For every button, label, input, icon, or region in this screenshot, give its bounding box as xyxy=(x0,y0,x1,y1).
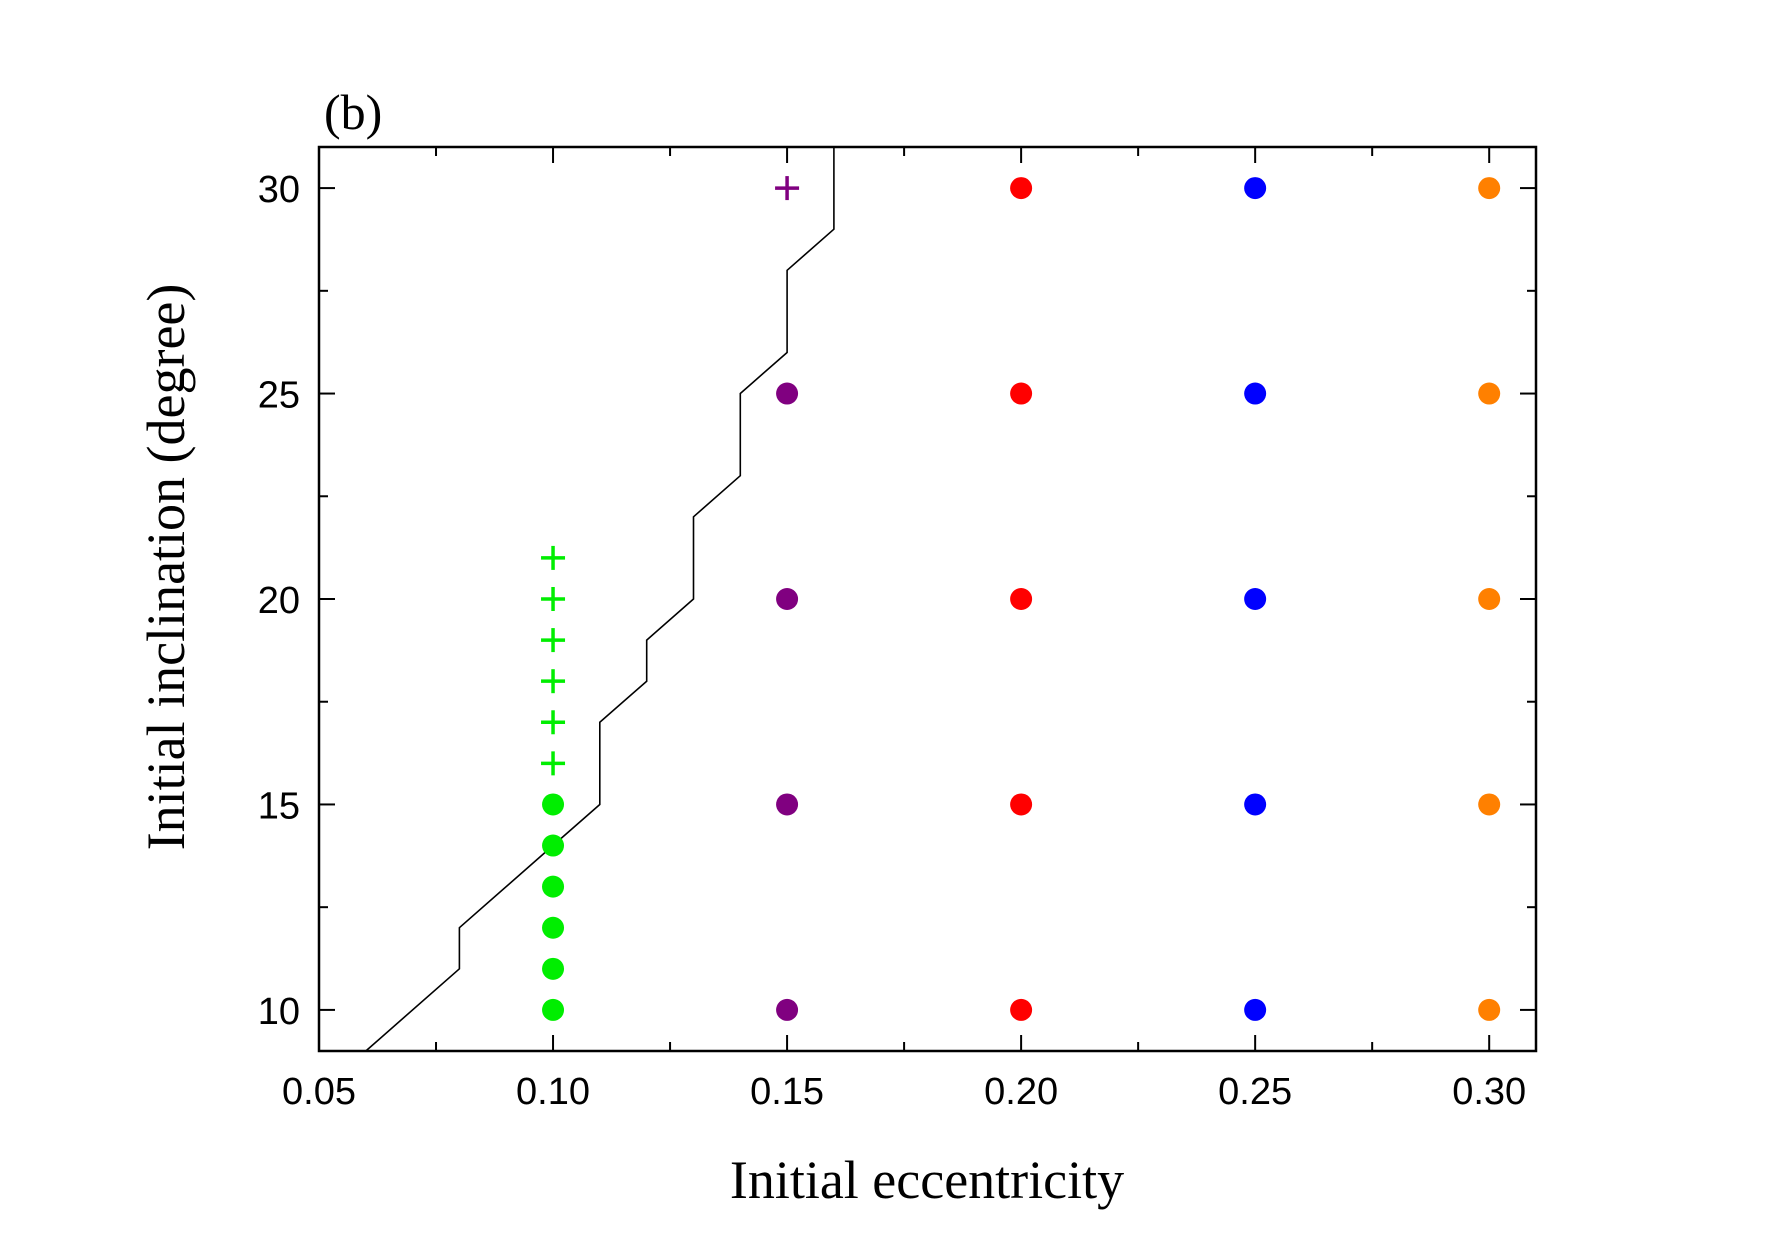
plot-frame xyxy=(317,145,1538,1053)
y-tick-label: 20 xyxy=(258,580,300,622)
x-tick-label: 0.15 xyxy=(750,1071,824,1113)
x-tick-label: 0.05 xyxy=(282,1071,356,1113)
y-tick-label: 25 xyxy=(258,375,300,417)
plus-marker xyxy=(775,176,800,201)
y-tick-label: 10 xyxy=(258,991,300,1033)
circle-marker xyxy=(1244,382,1267,405)
circle-marker xyxy=(1244,177,1267,200)
circle-marker xyxy=(1478,588,1501,610)
y-tick-label: 30 xyxy=(258,169,300,211)
circle-marker xyxy=(1010,998,1033,1021)
circle-marker xyxy=(542,998,565,1021)
y-axis-title: Initial inclination (degree) xyxy=(136,284,196,851)
circle-marker xyxy=(1244,998,1267,1021)
plus-marker xyxy=(541,669,566,694)
plus-marker xyxy=(541,628,566,653)
circle-marker xyxy=(1244,588,1267,610)
circle-marker xyxy=(1478,177,1501,200)
circle-marker xyxy=(776,793,799,816)
markers-group xyxy=(541,176,1501,1021)
x-axis-title: Initial eccentricity xyxy=(730,1150,1124,1210)
x-tick-label: 0.30 xyxy=(1452,1071,1526,1113)
axis-ticks xyxy=(318,147,1536,1051)
boundary-line-group xyxy=(365,147,835,1052)
x-tick-label: 0.25 xyxy=(1218,1071,1292,1113)
circle-marker xyxy=(1478,793,1501,816)
circle-marker xyxy=(776,588,799,610)
circle-marker xyxy=(542,916,565,939)
circle-marker xyxy=(542,957,565,980)
panel-label: (b) xyxy=(324,84,382,140)
circle-marker xyxy=(776,998,799,1021)
circle-marker xyxy=(1010,793,1033,816)
circle-marker xyxy=(542,793,565,816)
plus-marker xyxy=(541,710,566,735)
circle-marker xyxy=(776,382,799,405)
circle-marker xyxy=(542,834,565,857)
circle-marker xyxy=(1244,793,1267,816)
boundary-line xyxy=(365,147,835,1052)
circle-marker xyxy=(1010,177,1033,200)
plus-marker xyxy=(541,751,566,776)
x-tick-label: 0.10 xyxy=(516,1071,590,1113)
circle-marker xyxy=(1010,588,1033,610)
plus-marker xyxy=(541,545,566,570)
tick-labels-group: 0.05 0.10 0.15 0.20 0.25 0.30 10 15 20 25 30 xyxy=(258,169,1526,1113)
plus-marker xyxy=(541,587,566,611)
y-tick-label: 15 xyxy=(258,785,300,827)
circle-marker xyxy=(542,875,565,898)
circle-marker xyxy=(1010,382,1033,405)
x-tick-label: 0.20 xyxy=(984,1071,1058,1113)
circle-marker xyxy=(1478,998,1501,1021)
circle-marker xyxy=(1478,382,1501,405)
